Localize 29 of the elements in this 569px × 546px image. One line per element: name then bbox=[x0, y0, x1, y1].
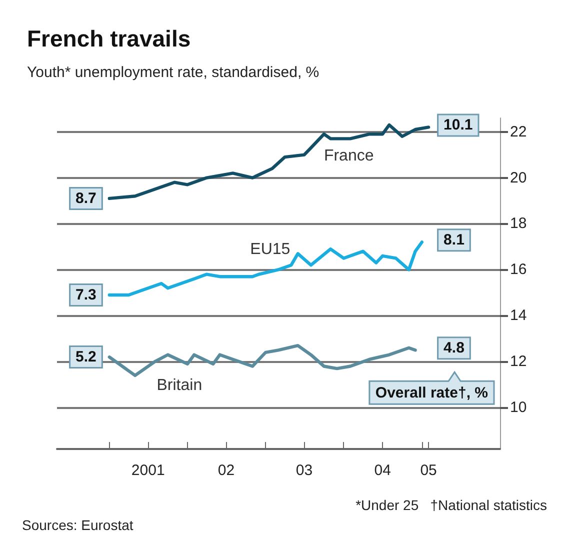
annotation: 5.2 bbox=[76, 348, 96, 366]
line-series bbox=[108, 123, 430, 200]
annotation: 8.1 bbox=[444, 232, 464, 249]
x-tick-label: 03 bbox=[296, 462, 313, 479]
chart-title: French travails bbox=[27, 26, 191, 52]
series-label: EU15 bbox=[250, 241, 290, 258]
y-tick-label: 22 bbox=[510, 123, 527, 140]
annotation: 8.7 bbox=[76, 190, 96, 207]
text: *Under 25 †National statistics bbox=[356, 497, 547, 513]
y-tick-label: 16 bbox=[510, 261, 527, 278]
x-tick-label: 2001 bbox=[131, 462, 165, 479]
series-label: France bbox=[324, 148, 374, 165]
x-tick-label: 05 bbox=[420, 462, 437, 479]
chart-subtitle: Youth* unemployment rate, standardised, % bbox=[27, 64, 320, 81]
y-tick-label: 10 bbox=[510, 399, 527, 416]
y-tick-label: 14 bbox=[510, 307, 527, 324]
annotation: 10.1 bbox=[444, 116, 473, 134]
y-tick-label: 20 bbox=[510, 169, 527, 186]
line-series bbox=[108, 240, 424, 297]
source-note: Sources: Eurostat bbox=[22, 517, 134, 533]
annotation: 4.8 bbox=[444, 340, 464, 357]
series-label: Britain bbox=[156, 377, 202, 394]
x-tick-label: 02 bbox=[218, 462, 235, 479]
line-series bbox=[108, 344, 417, 378]
annotation: Overall rate†, % bbox=[375, 384, 488, 402]
y-tick-label: 12 bbox=[510, 353, 527, 370]
annotation: 7.3 bbox=[76, 286, 96, 304]
y-tick-label: 18 bbox=[510, 215, 527, 232]
x-tick-label: 04 bbox=[374, 462, 391, 479]
